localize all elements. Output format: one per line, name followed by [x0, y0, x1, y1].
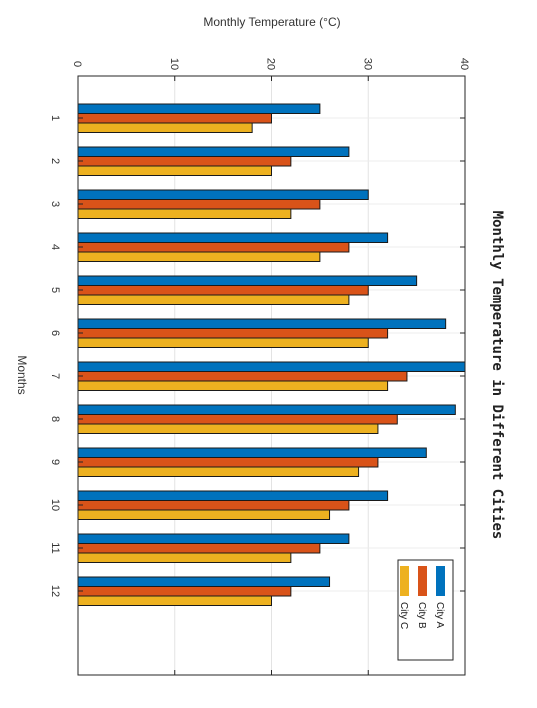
- value-tick-label-0: 0: [71, 61, 83, 67]
- value-axis-title: Monthly Temperature (°C): [203, 15, 340, 29]
- legend-label-city-c: City C: [398, 602, 409, 629]
- bar-city-c-11: [77, 552, 292, 563]
- legend-label-city-a: City A: [434, 602, 445, 628]
- bar-city-c-10: [77, 509, 331, 520]
- bar-city-a-5: [77, 275, 418, 286]
- category-tick-label-9: 9: [49, 459, 61, 465]
- bar-city-a-8: [77, 404, 456, 415]
- category-axis-title: Months: [15, 355, 29, 394]
- bar-city-a-6: [77, 318, 447, 329]
- bar-city-c-1: [77, 122, 253, 133]
- value-tick-label-40: 40: [458, 58, 470, 70]
- bar-city-b-6: [77, 328, 389, 339]
- bar-city-c-7: [77, 380, 389, 391]
- bar-city-c-3: [77, 208, 292, 219]
- bar-city-a-9: [77, 447, 427, 458]
- bar-city-b-3: [77, 199, 321, 210]
- value-tick-label-20: 20: [265, 58, 277, 70]
- bar-city-a-10: [77, 490, 389, 501]
- legend-swatch-city-c: [400, 566, 409, 596]
- value-tick-label-10: 10: [168, 58, 180, 70]
- category-tick-label-12: 12: [49, 585, 61, 597]
- bar-city-a-2: [77, 146, 350, 157]
- category-tick-label-8: 8: [49, 416, 61, 422]
- category-tick-label-11: 11: [49, 542, 61, 553]
- bar-city-c-9: [77, 466, 360, 477]
- bar-city-b-12: [77, 586, 292, 597]
- bar-city-c-2: [77, 165, 272, 176]
- bar-city-b-4: [77, 242, 350, 253]
- bar-city-b-8: [77, 414, 398, 425]
- category-tick-label-6: 6: [49, 330, 61, 336]
- category-tick-label-3: 3: [49, 201, 61, 207]
- category-tick-label-1: 1: [49, 115, 61, 121]
- bar-city-c-8: [77, 423, 379, 434]
- bar-city-a-11: [77, 533, 350, 544]
- legend: City A City B City C: [397, 559, 454, 661]
- category-tick-label-7: 7: [49, 373, 61, 379]
- bar-city-c-5: [77, 294, 350, 305]
- category-tick-label-2: 2: [49, 158, 61, 164]
- value-tick-label-30: 30: [361, 58, 373, 70]
- bar-city-b-7: [77, 371, 408, 382]
- plot-area: [77, 75, 466, 676]
- chart-title: Monthly Temperature in Different Cities: [489, 211, 505, 540]
- legend-swatch-city-a: [436, 566, 445, 596]
- category-tick-label-10: 10: [49, 499, 61, 511]
- bar-city-a-7: [77, 361, 466, 372]
- bar-city-a-3: [77, 189, 369, 200]
- bar-city-a-4: [77, 232, 389, 243]
- bar-city-a-12: [77, 576, 331, 587]
- legend-label-city-b: City B: [416, 602, 427, 629]
- legend-swatch-city-b: [418, 566, 427, 596]
- bar-city-c-12: [77, 595, 272, 606]
- bar-city-c-4: [77, 251, 321, 262]
- bar-city-b-2: [77, 156, 292, 167]
- bar-city-b-1: [77, 113, 272, 124]
- bar-city-b-5: [77, 285, 369, 296]
- bar-city-b-11: [77, 543, 321, 554]
- bar-city-c-6: [77, 337, 369, 348]
- bar-city-b-10: [77, 500, 350, 511]
- category-tick-label-5: 5: [49, 287, 61, 293]
- category-tick-label-4: 4: [49, 244, 61, 250]
- bar-city-a-1: [77, 103, 321, 114]
- bar-city-b-9: [77, 457, 379, 468]
